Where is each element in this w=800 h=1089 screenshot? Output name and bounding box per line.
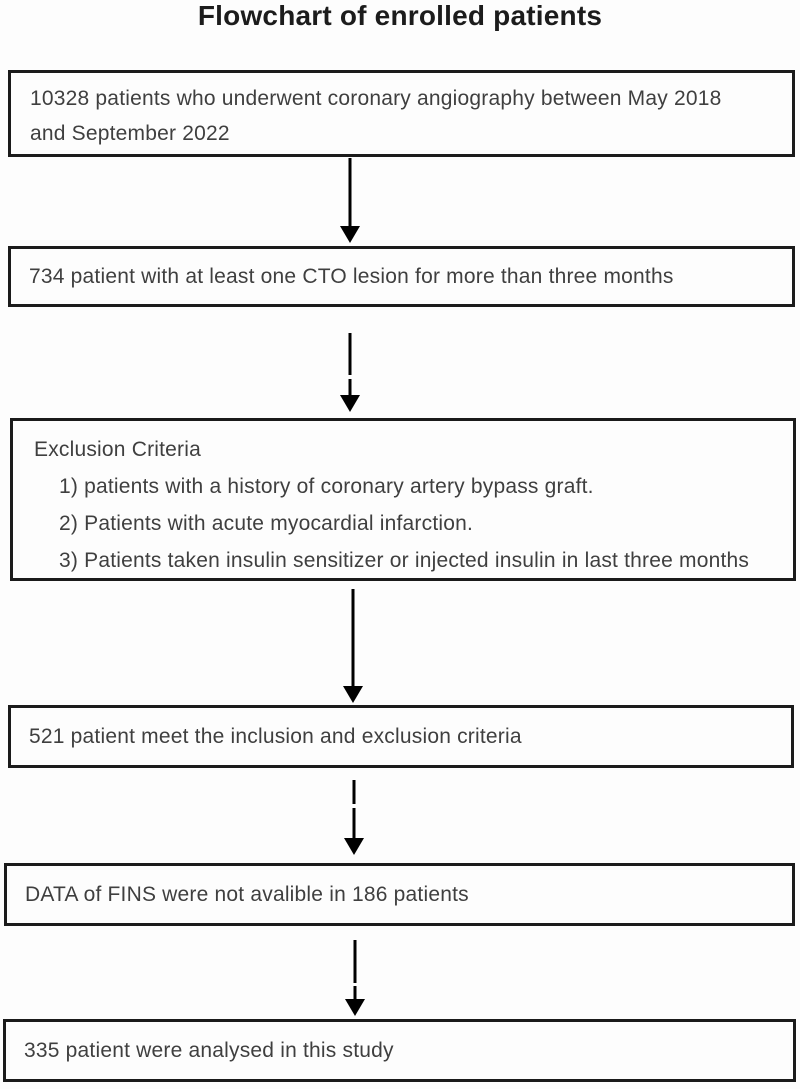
page-title: Flowchart of enrolled patients [197,0,603,31]
flow-node-meet-criteria: 521 patient meet the inclusion and exclu… [8,705,794,768]
flow-node-exclusion-criteria: Exclusion Criteria 1) patients with a hi… [10,418,796,581]
flow-node-cto-lesion: 734 patient with at least one CTO lesion… [8,246,795,307]
flow-node-fins-unavailable: DATA of FINS were not avalible in 186 pa… [4,863,795,926]
flow-node-text: 521 patient meet the inclusion and exclu… [29,724,522,748]
flow-node-text-line: 10328 patients who underwent coronary an… [30,87,722,110]
arrow-down-1 [340,158,360,243]
flow-node-text: 734 patient with at least one CTO lesion… [29,264,674,288]
arrow-down-2 [340,333,360,412]
exclusion-heading: Exclusion Criteria [34,438,201,461]
flow-node-text: DATA of FINS were not avalible in 186 pa… [25,882,469,906]
arrow-down-4 [344,780,364,855]
exclusion-item: 1) patients with a history of coronary a… [59,475,594,498]
exclusion-item: 3) Patients taken insulin sensitizer or … [59,549,750,572]
arrow-down-5 [345,940,365,1016]
flow-node-analysed: 335 patient were analysed in this study [3,1019,796,1082]
flow-node-text: 335 patient were analysed in this study [24,1038,394,1062]
flow-node-text-line: and September 2022 [30,122,230,145]
arrow-down-3 [343,589,363,703]
exclusion-item: 2) Patients with acute myocardial infarc… [59,512,474,535]
flow-node-enrolled-patients: 10328 patients who underwent coronary an… [8,70,795,157]
